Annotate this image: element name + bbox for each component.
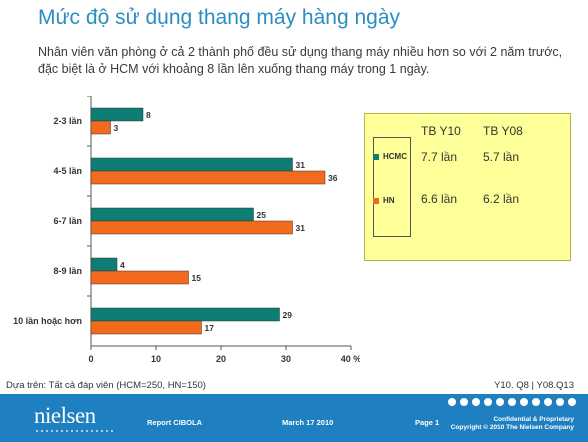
bar-chart: 0 10 20 30 40 % 2-3 lần 8 3 4-5 lần 31 36 6-7 lần 25… (13, 96, 360, 364)
bar-value-label: 31 (296, 160, 306, 170)
x-tick-label: 40 % (341, 354, 360, 364)
x-tick-label: 20 (216, 354, 226, 364)
bar-value-label: 3 (114, 123, 119, 133)
bar-hcmc (90, 207, 254, 222)
footer-copyright: Copyright © 2010 The Nielsen Company (450, 424, 574, 431)
footer-bar: nielsen Report CIBOLA March 17 2010 Page… (0, 394, 588, 442)
legend-swatch-hn (373, 197, 379, 204)
y-category-label: 2-3 lần (53, 116, 82, 126)
legend-row-hn: HN (373, 196, 395, 205)
footer-legal: Confidential & Proprietary Copyright © 2… (451, 416, 574, 432)
legend-hcmc-y08: 5.7 lần (483, 150, 520, 164)
base-note: Dựa trên: Tất cả đáp viên (HCM=250, HN=1… (6, 380, 206, 391)
bar-value-label: 17 (205, 323, 215, 333)
legend-table: TB Y10 TB Y08 HCMC 7.7 lần 5.7 lần HN 6.… (364, 113, 571, 261)
bar-value-label: 15 (192, 273, 202, 283)
footer-dots (448, 398, 576, 406)
bar-value-label: 29 (283, 310, 293, 320)
legend-series-box (373, 137, 411, 237)
page-subtitle: Nhân viên văn phòng ở cả 2 thành phố đều… (38, 45, 563, 76)
nielsen-logo: nielsen (34, 403, 96, 428)
footer-report: Report CIBOLA (147, 418, 202, 427)
bar-hn (90, 220, 293, 235)
y-category-label: 6-7 lần (53, 216, 82, 226)
x-tick-label: 0 (88, 354, 93, 364)
bar-hcmc (90, 257, 118, 272)
bar-hcmc (90, 307, 280, 322)
bar-hn (90, 120, 111, 135)
bar-hcmc (90, 157, 293, 172)
y-category-label: 10 lần hoặc hơn (13, 316, 82, 326)
legend-col-y08: TB Y08 (483, 124, 523, 138)
bar-value-label: 25 (257, 210, 267, 220)
legend-hn-y10: 6.6 lần (421, 192, 458, 206)
bar-value-label: 8 (146, 110, 151, 120)
logo-dots (36, 430, 113, 432)
legend-col-y10: TB Y10 (421, 124, 461, 138)
y-category-label: 4-5 lần (53, 166, 82, 176)
bar-hn (90, 320, 202, 335)
y-category-label: 8-9 lần (53, 266, 82, 276)
bar-value-label: 31 (296, 223, 306, 233)
bar-hn (90, 270, 189, 285)
bar-value-label: 36 (328, 173, 338, 183)
bar-hcmc (90, 107, 144, 122)
footer-date: March 17 2010 (282, 418, 334, 427)
footer-confidential: Confidential & Proprietary (493, 416, 574, 423)
legend-row-hcmc: HCMC (373, 152, 407, 161)
legend-label-hn: HN (383, 196, 395, 205)
legend-hn-y08: 6.2 lần (483, 192, 520, 206)
footer-page: Page 1 (415, 418, 440, 427)
question-reference: Y10. Q8 | Y08.Q13 (494, 380, 574, 391)
page-title: Mức độ sử dụng thang máy hàng ngày (38, 6, 401, 29)
legend-hcmc-y10: 7.7 lần (421, 150, 458, 164)
legend-label-hcmc: HCMC (383, 152, 407, 161)
x-tick-label: 30 (281, 354, 291, 364)
x-tick-label: 10 (151, 354, 161, 364)
legend-swatch-hcmc (373, 153, 379, 160)
bar-value-label: 4 (120, 260, 125, 270)
bar-hn (90, 170, 326, 185)
